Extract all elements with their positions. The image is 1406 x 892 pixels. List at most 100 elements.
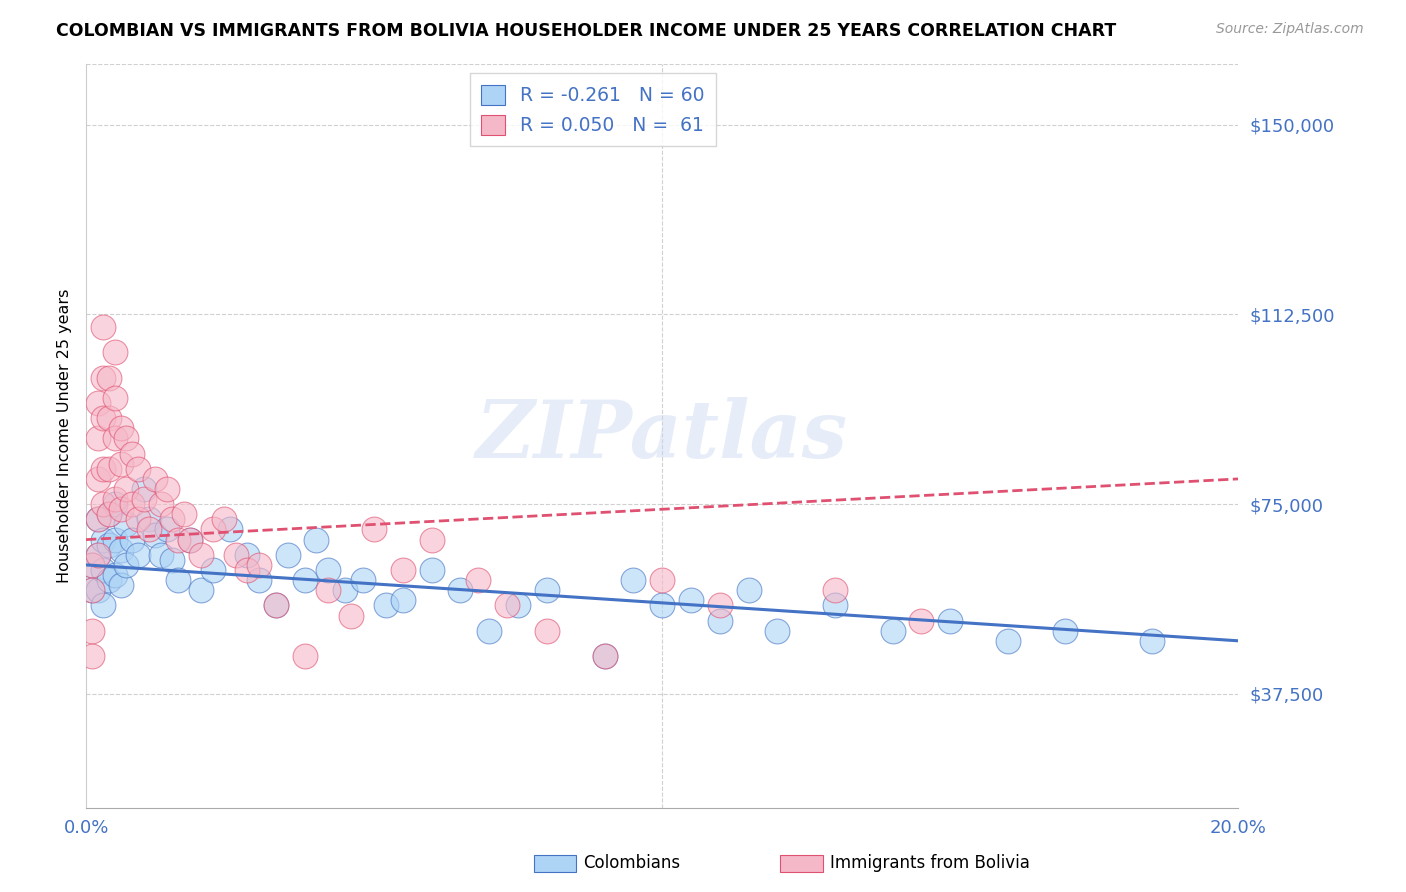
Point [110, 457, 132, 471]
Point [201, 563, 224, 577]
Point [127, 512, 149, 526]
Point [190, 583, 212, 598]
Point [127, 548, 149, 562]
Point [294, 573, 316, 587]
Point [104, 568, 127, 582]
Point [621, 573, 644, 587]
Point [86, 548, 108, 562]
Point [392, 593, 415, 607]
Point [766, 624, 789, 638]
Point [264, 599, 287, 613]
Point [86, 548, 108, 562]
Point [247, 573, 270, 587]
Point [709, 614, 731, 628]
Point [219, 523, 242, 537]
Point [86, 512, 108, 526]
Point [80, 558, 103, 572]
Point [80, 583, 103, 598]
Point [593, 648, 616, 663]
Point [86, 432, 108, 446]
Point [121, 533, 143, 547]
Point [98, 411, 121, 425]
Point [352, 573, 374, 587]
Point [115, 482, 138, 496]
Point [162, 512, 184, 526]
Point [824, 583, 846, 598]
Point [149, 497, 172, 511]
Y-axis label: Householder Income Under 25 years: Householder Income Under 25 years [58, 289, 72, 583]
Point [93, 462, 115, 476]
Point [156, 482, 179, 496]
Point [156, 523, 179, 537]
Point [737, 583, 759, 598]
Point [93, 533, 115, 547]
Point [679, 593, 702, 607]
Point [115, 432, 138, 446]
Point [910, 614, 932, 628]
Point [247, 558, 270, 572]
Point [190, 548, 212, 562]
Point [236, 563, 259, 577]
Point [420, 533, 443, 547]
Legend: R = -0.261   N = 60, R = 0.050   N =  61: R = -0.261 N = 60, R = 0.050 N = 61 [470, 73, 716, 146]
Point [374, 599, 396, 613]
Point [277, 548, 299, 562]
Point [98, 462, 121, 476]
Point [93, 563, 115, 577]
Point [121, 447, 143, 461]
Point [651, 573, 673, 587]
Point [939, 614, 962, 628]
Point [98, 573, 121, 587]
Point [93, 599, 115, 613]
Point [86, 472, 108, 486]
Point [104, 391, 127, 405]
Point [149, 548, 172, 562]
Point [80, 624, 103, 638]
Point [98, 508, 121, 522]
Point [104, 533, 127, 547]
Point [98, 538, 121, 552]
Point [264, 599, 287, 613]
Point [93, 370, 115, 384]
Point [115, 517, 138, 532]
Point [709, 599, 731, 613]
Point [316, 563, 339, 577]
Point [305, 533, 328, 547]
Point [98, 508, 121, 522]
Point [536, 583, 558, 598]
Point [132, 492, 155, 507]
Text: Immigrants from Bolivia: Immigrants from Bolivia [830, 855, 1029, 872]
Point [86, 583, 108, 598]
Point [340, 608, 363, 623]
Point [651, 599, 673, 613]
Point [1054, 624, 1077, 638]
Point [179, 533, 201, 547]
Point [214, 512, 236, 526]
Text: Colombians: Colombians [583, 855, 681, 872]
Point [316, 583, 339, 598]
Point [392, 563, 415, 577]
Point [104, 432, 127, 446]
Point [138, 523, 160, 537]
Point [93, 411, 115, 425]
Point [132, 482, 155, 496]
Point [98, 370, 121, 384]
Point [201, 523, 224, 537]
Text: Source: ZipAtlas.com: Source: ZipAtlas.com [1216, 22, 1364, 37]
Point [104, 345, 127, 359]
Point [86, 512, 108, 526]
Point [121, 497, 143, 511]
Point [236, 548, 259, 562]
Point [115, 558, 138, 572]
Point [536, 624, 558, 638]
Point [86, 396, 108, 410]
Point [80, 648, 103, 663]
Point [93, 497, 115, 511]
Point [363, 523, 385, 537]
Point [127, 462, 149, 476]
Point [179, 533, 201, 547]
Point [467, 573, 489, 587]
Point [997, 633, 1019, 648]
Point [824, 599, 846, 613]
Point [450, 583, 472, 598]
